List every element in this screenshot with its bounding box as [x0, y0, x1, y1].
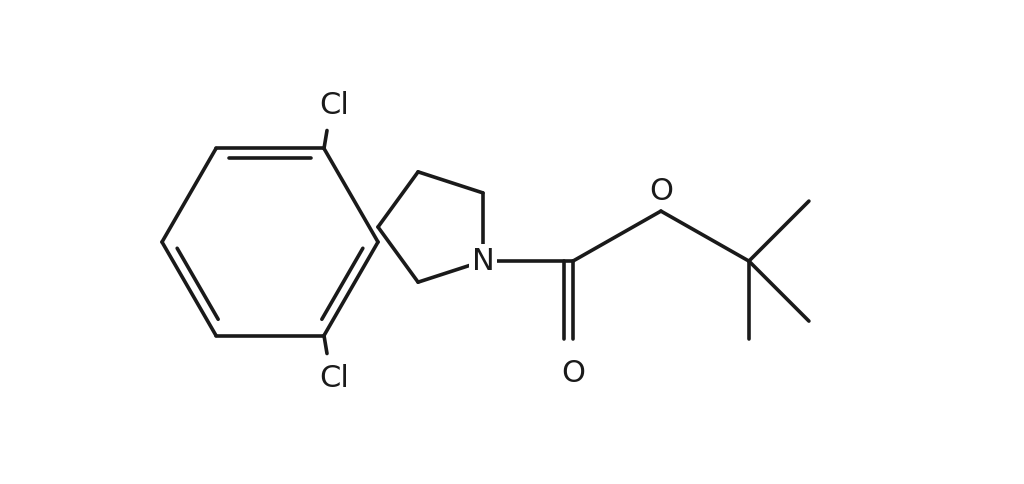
Text: Cl: Cl [319, 91, 349, 120]
Text: O: O [649, 177, 673, 206]
Text: N: N [471, 246, 495, 275]
Text: O: O [561, 359, 585, 388]
Text: Cl: Cl [319, 364, 349, 393]
